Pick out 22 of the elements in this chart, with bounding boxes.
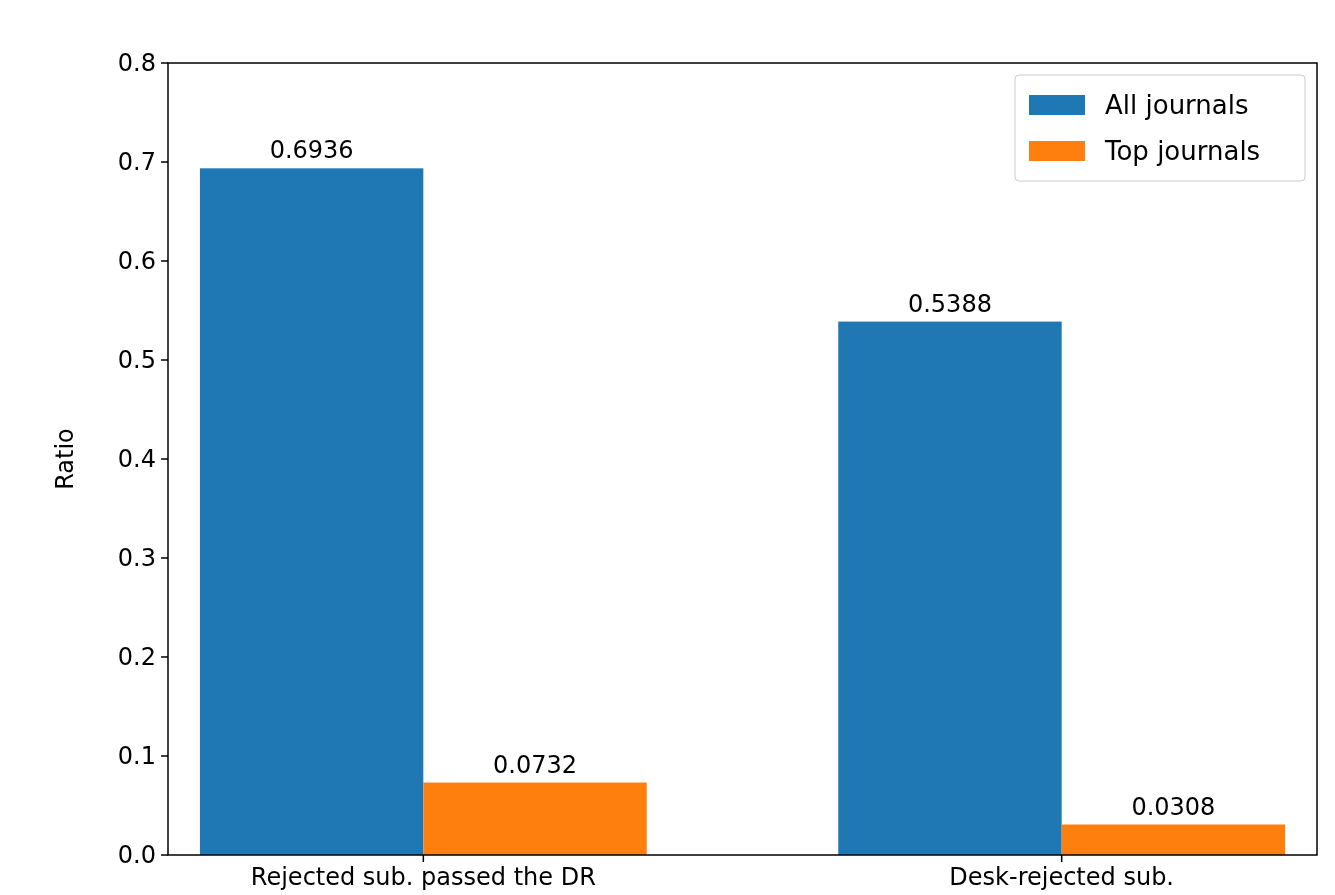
bar — [199, 168, 424, 855]
y-tick-label: 0.0 — [117, 841, 156, 870]
x-tick-label: Rejected sub. passed the DR — [250, 863, 596, 891]
y-tick-label: 0.7 — [117, 148, 156, 177]
data-label: 0.0308 — [1131, 792, 1216, 821]
legend-label: Top journals — [1104, 136, 1261, 167]
data-label: 0.0732 — [493, 750, 578, 779]
y-tick-label: 0.3 — [117, 544, 156, 573]
data-label: 0.6936 — [269, 136, 354, 165]
y-tick-label: 0.5 — [117, 346, 156, 375]
y-tick-label: 0.4 — [117, 445, 156, 474]
y-tick-label: 0.2 — [117, 643, 156, 672]
y-tick-label: 0.1 — [117, 742, 156, 771]
bar — [1061, 824, 1286, 855]
y-tick-label: 0.6 — [117, 247, 156, 276]
bar — [423, 782, 647, 855]
legend-label: All journals — [1105, 90, 1249, 121]
data-label: 0.5388 — [907, 289, 992, 318]
y-tick-label: 0.8 — [117, 49, 156, 78]
y-axis-title: Ratio — [51, 428, 79, 490]
bar — [838, 321, 1062, 855]
x-tick-label: Desk-rejected sub. — [949, 863, 1174, 891]
